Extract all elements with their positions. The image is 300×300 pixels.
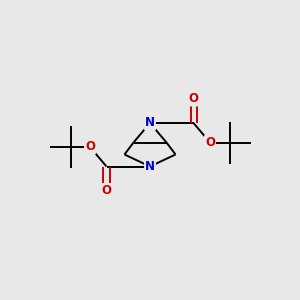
Text: O: O [85, 140, 95, 154]
Text: O: O [188, 92, 199, 106]
Text: O: O [101, 184, 112, 197]
Text: N: N [145, 160, 155, 173]
Text: O: O [205, 136, 215, 149]
Text: N: N [145, 116, 155, 130]
